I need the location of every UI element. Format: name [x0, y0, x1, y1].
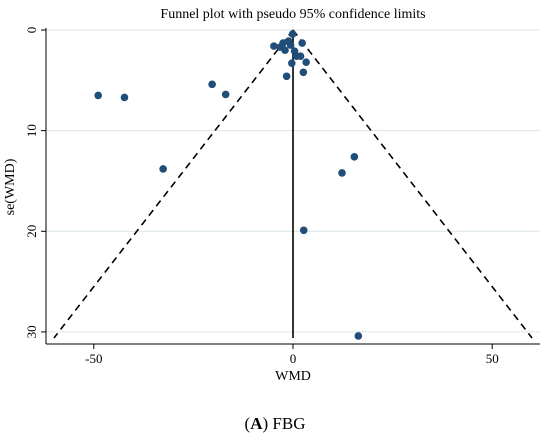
data-point	[354, 332, 363, 340]
data-point	[299, 68, 308, 77]
data-point	[286, 41, 295, 49]
y-tick-label: 30	[24, 325, 39, 338]
caption-text: ) FBG	[262, 414, 306, 433]
data-point	[208, 80, 216, 89]
x-tick-label: 0	[290, 351, 297, 366]
data-point	[270, 42, 278, 50]
caption-open-paren: (	[244, 414, 251, 433]
funnel-plot: Funnel plot with pseudo 95% confidence l…	[3, 7, 540, 384]
data-point	[94, 91, 102, 100]
chart-title: Funnel plot with pseudo 95% confidence l…	[160, 7, 425, 22]
y-tick-label: 0	[24, 27, 39, 34]
y-axis-label: se(WMD)	[3, 158, 18, 215]
data-point	[281, 46, 289, 54]
x-tick-label: -50	[85, 351, 102, 366]
data-points	[94, 30, 363, 340]
data-point	[299, 226, 308, 235]
lower-confidence-limit	[53, 29, 294, 339]
data-point	[288, 59, 296, 68]
x-tick-label: 50	[486, 351, 499, 366]
funnel-limits	[53, 29, 533, 339]
data-point	[282, 72, 291, 81]
data-point	[338, 169, 346, 177]
y-tick-label: 20	[24, 225, 39, 238]
data-point	[221, 90, 230, 99]
data-point	[296, 52, 305, 60]
data-point	[298, 39, 306, 47]
figure-caption: (A) FBG	[0, 414, 550, 434]
x-axis-label: WMD	[275, 369, 311, 384]
data-point	[288, 30, 297, 38]
upper-confidence-limit	[292, 29, 533, 339]
axes: -50 0 50 0 10 20 30	[24, 27, 540, 366]
y-tick-label: 10	[24, 124, 39, 137]
data-point	[302, 58, 310, 67]
caption-label: A	[250, 414, 263, 433]
data-point	[159, 165, 167, 173]
data-point	[350, 153, 359, 161]
data-point	[120, 93, 129, 102]
